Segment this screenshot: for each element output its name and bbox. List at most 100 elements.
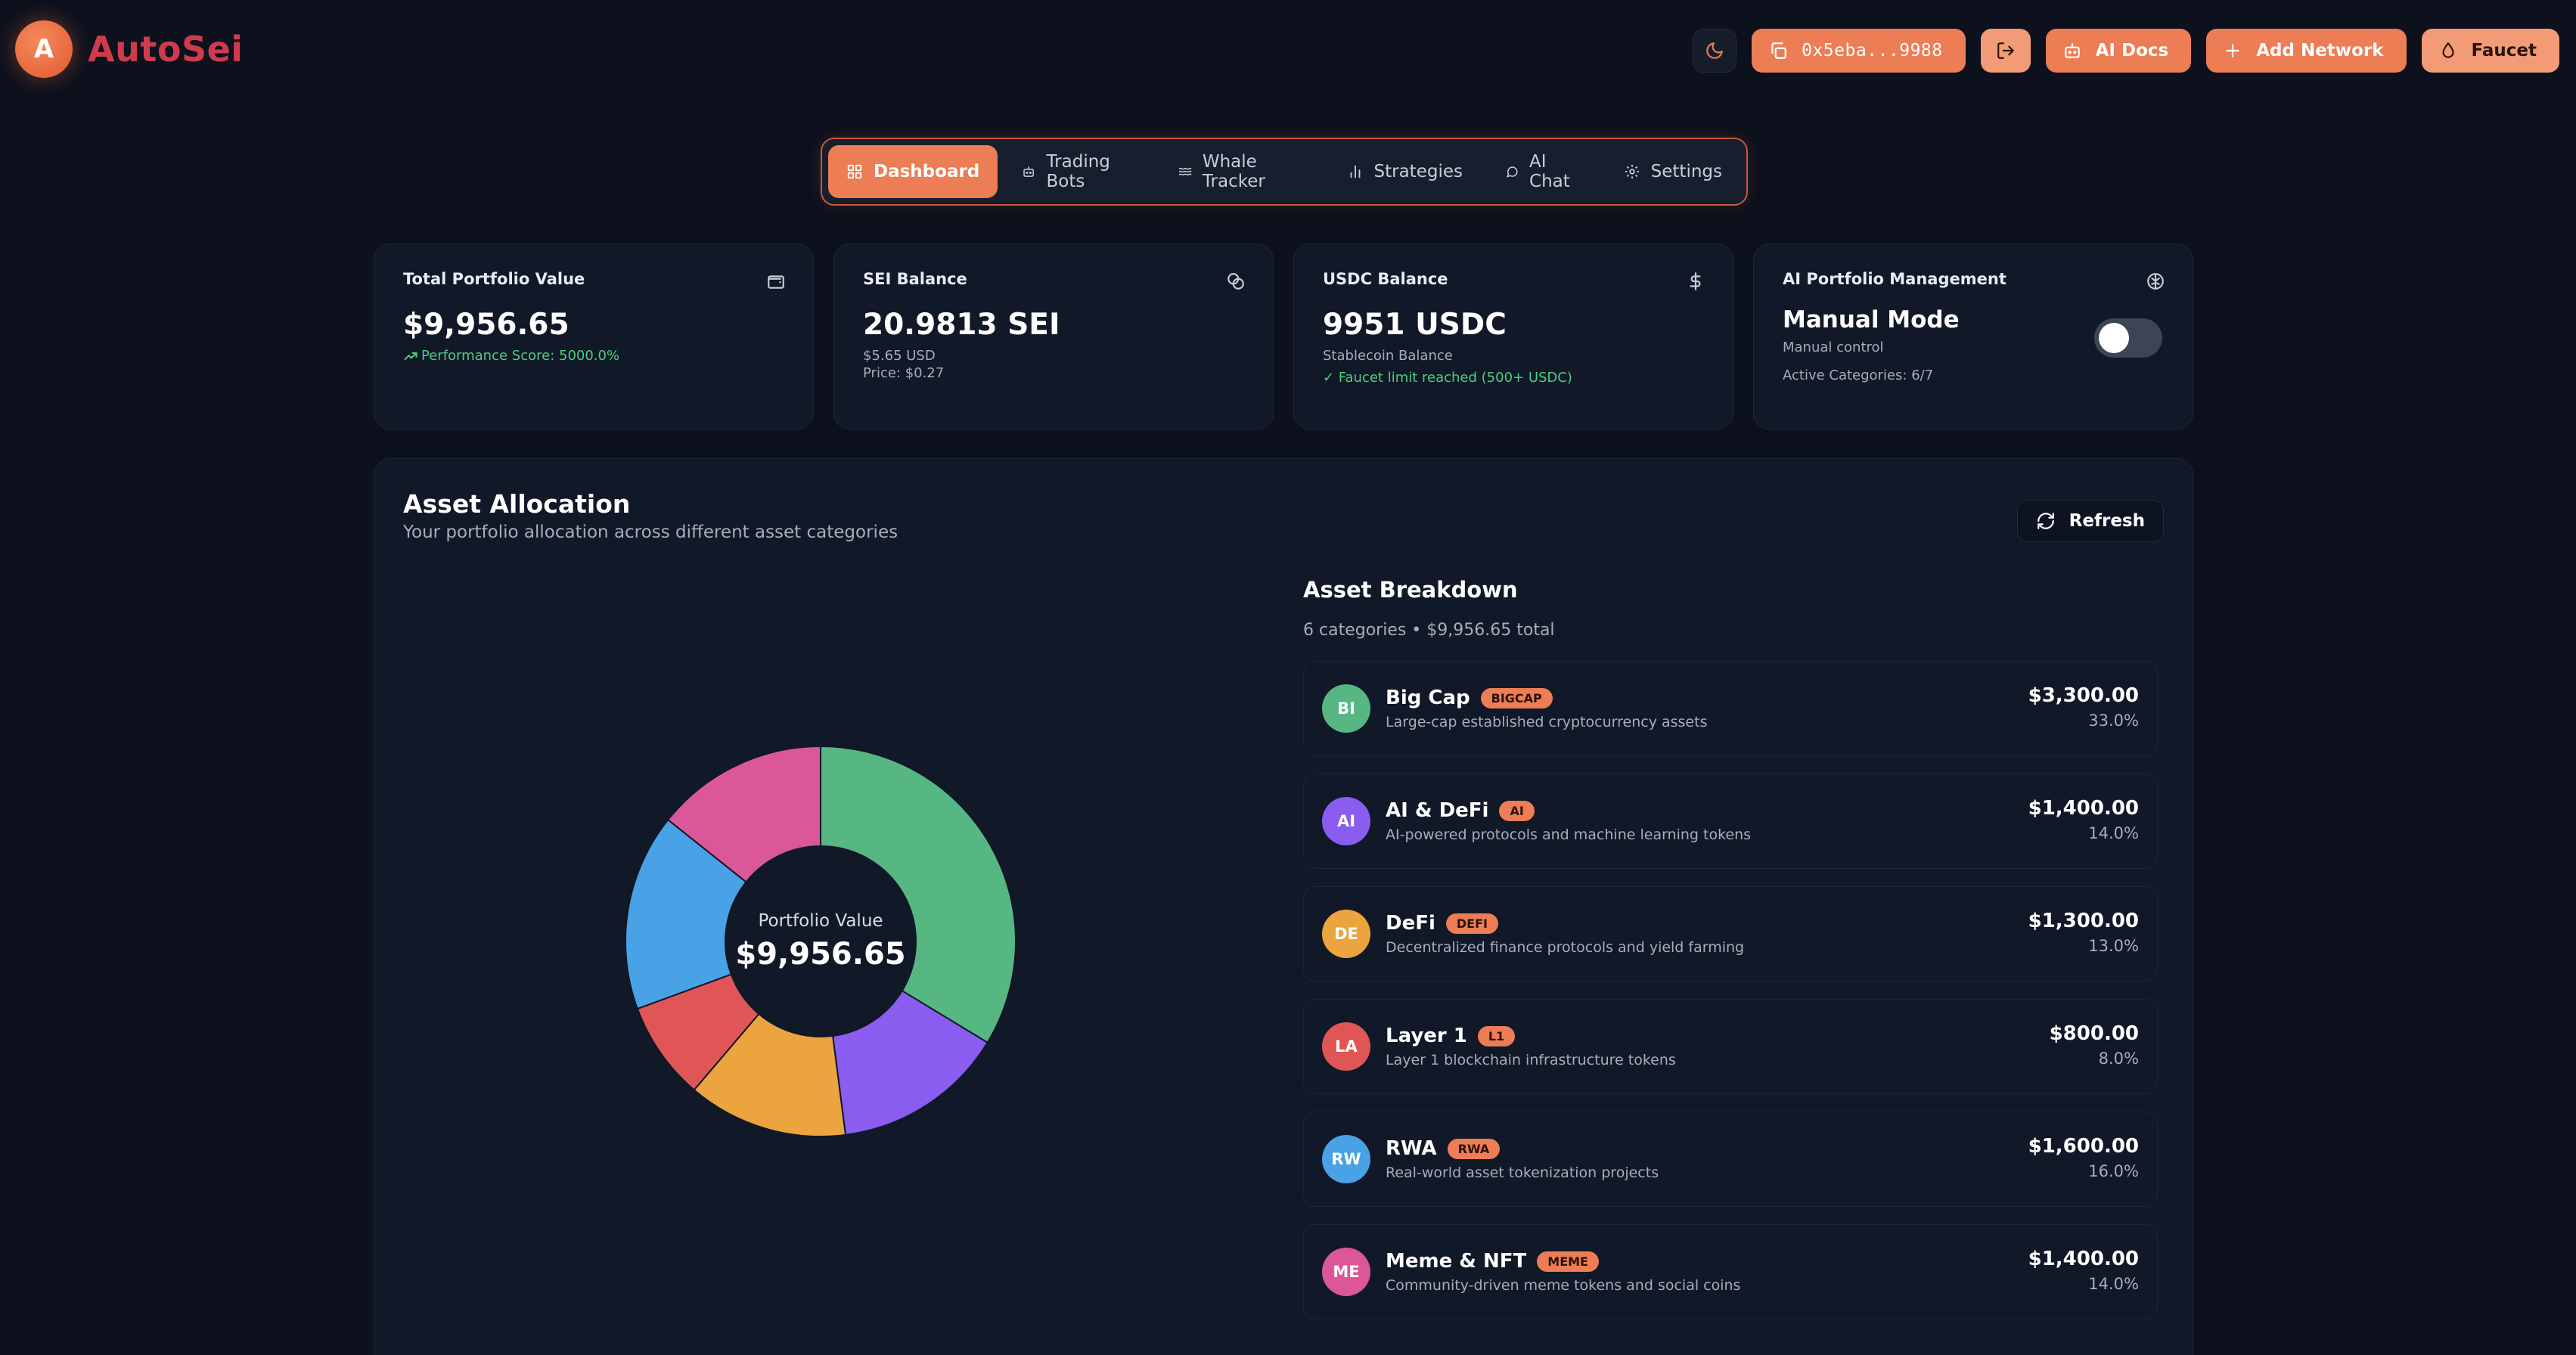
asset-name: Big Cap [1386,687,1470,709]
tab-strategies[interactable]: Strategies [1329,145,1481,198]
dollar-icon [1690,272,1701,290]
sei-balance-card: SEI Balance 20.9813 SEI $5.65 USD Price:… [833,243,1274,429]
moon-icon [1706,42,1723,59]
bar-chart-icon [1350,165,1360,178]
donut-svg [625,745,1016,1137]
sei-usd: $5.65 USD [863,348,936,364]
donut-slice-ai-defi[interactable] [831,989,989,1136]
asset-badge: L1 [1477,1025,1516,1046]
asset-name-row: Layer 1 L1 [1386,1025,1676,1047]
tab-label: Dashboard [874,162,980,181]
asset-name-row: Meme & NFT MEME [1386,1250,1740,1273]
asset-description: Layer 1 blockchain infrastructure tokens [1386,1052,1676,1068]
asset-value: $3,300.00 [2028,684,2139,707]
asset-row-rwa[interactable]: RW RWA RWA Real-world asset tokenization… [1303,1112,2158,1207]
asset-amounts: $800.00 8.0% [2050,1022,2139,1068]
grid-icon [847,164,862,179]
asset-list: BI Big Cap BIGCAP Large-cap established … [1303,661,2158,1319]
asset-avatar: AI [1322,797,1370,845]
refresh-button[interactable]: Refresh [2016,500,2164,542]
asset-breakdown: Asset Breakdown 6 categories • $9,956.65… [1303,577,2158,1319]
ai-management-card: AI Portfolio Management Manual Mode Manu… [1753,243,2193,429]
asset-row-big-cap[interactable]: BI Big Cap BIGCAP Large-cap established … [1303,661,2158,756]
tab-trading-bots[interactable]: Trading Bots [1004,145,1153,198]
asset-info: DeFi DEFI Decentralized finance protocol… [1386,912,1744,956]
ai-mode-toggle[interactable] [2094,318,2162,358]
plus-icon [2226,44,2239,57]
refresh-label: Refresh [2069,511,2145,531]
waves-icon [1178,167,1192,175]
asset-badge: BIGCAP [1480,687,1553,709]
toggle-knob [2099,323,2129,353]
asset-info: RWA RWA Real-world asset tokenization pr… [1386,1137,1659,1181]
asset-name: RWA [1386,1137,1437,1160]
tab-dashboard[interactable]: Dashboard [828,145,998,198]
tab-label: AI Chat [1529,152,1570,191]
asset-row-defi[interactable]: DE DeFi DEFI Decentralized finance proto… [1303,886,2158,981]
card-title: SEI Balance [863,270,967,288]
tab-label: Trading Bots [1046,152,1110,191]
asset-value: $1,400.00 [2028,797,2139,820]
asset-amounts: $1,600.00 16.0% [2028,1135,2139,1180]
asset-amounts: $1,400.00 14.0% [2028,797,2139,842]
chat-icon [1507,166,1518,178]
asset-row-meme-nft[interactable]: ME Meme & NFT MEME Community-driven meme… [1303,1224,2158,1319]
donut-slice-defi[interactable] [693,1012,847,1137]
tab-label: Whale Tracker [1202,152,1265,191]
logout-icon [1997,42,2014,59]
asset-amounts: $1,300.00 13.0% [2028,910,2139,955]
copy-icon [1771,42,1786,59]
asset-percent: 13.0% [2088,937,2139,955]
tab-label: Strategies [1373,162,1463,181]
droplet-icon [2441,42,2454,58]
donut-slice-big-cap[interactable] [820,745,1016,1044]
tab-ai-chat[interactable]: AI Chat [1487,145,1600,198]
asset-value: $1,400.00 [2028,1248,2139,1270]
asset-name-row: RWA RWA [1386,1137,1659,1160]
asset-info: Meme & NFT MEME Community-driven meme to… [1386,1250,1740,1294]
asset-avatar: BI [1322,684,1370,733]
ai-docs-label: AI Docs [2095,41,2169,60]
sei-price: Price: $0.27 [863,365,945,381]
brand-logo: A [15,20,73,78]
donut-slice-rwa[interactable] [625,818,747,1010]
asset-description: Large-cap established cryptocurrency ass… [1386,714,1708,730]
donut-center-value: $9,956.65 [735,937,906,972]
disconnect-button[interactable] [1980,29,2031,73]
asset-description: Real-world asset tokenization projects [1386,1164,1659,1181]
asset-description: AI-powered protocols and machine learnin… [1386,826,1752,843]
asset-amounts: $1,400.00 14.0% [2028,1248,2139,1293]
asset-avatar: ME [1322,1248,1370,1296]
active-categories: Active Categories: 6/7 [1783,367,1934,383]
asset-value: $800.00 [2049,1022,2139,1045]
brand-name: AutoSei [88,29,244,70]
asset-avatar: LA [1322,1022,1370,1071]
brand[interactable]: A AutoSei [15,20,244,78]
wallet-address: 0x5eba...9988 [1802,41,1943,60]
donut-center: Portfolio Value $9,956.65 [616,737,1025,1146]
breakdown-subtitle: 6 categories • $9,956.65 total [1303,621,1555,640]
brain-icon [2147,273,2164,290]
tab-settings[interactable]: Settings [1606,145,1740,198]
wallet-address-button[interactable]: 0x5eba...9988 [1752,29,1966,73]
asset-avatar: DE [1322,910,1370,958]
asset-name: DeFi [1386,912,1435,935]
asset-badge: AI [1499,800,1535,821]
breakdown-title: Asset Breakdown [1303,577,1518,603]
asset-row-layer-1[interactable]: LA Layer 1 L1 Layer 1 blockchain infrast… [1303,999,2158,1094]
theme-toggle-button[interactable] [1693,29,1737,73]
asset-badge: MEME [1537,1251,1599,1272]
asset-avatar: RW [1322,1135,1370,1183]
asset-percent: 33.0% [2088,712,2139,730]
asset-name: Meme & NFT [1386,1250,1527,1273]
bot-icon [2064,43,2080,58]
card-title: AI Portfolio Management [1783,270,2006,288]
add-network-button[interactable]: Add Network [2206,29,2407,73]
main-nav: Dashboard Trading Bots Whale Tracker Str… [821,138,1748,206]
ai-docs-button[interactable]: AI Docs [2045,29,2192,73]
asset-row-ai-defi[interactable]: AI AI & DeFi AI AI-powered protocols and… [1303,774,2158,869]
tab-whale-tracker[interactable]: Whale Tracker [1160,145,1323,198]
asset-name: AI & DeFi [1386,799,1489,822]
faucet-button[interactable]: Faucet [2421,29,2559,73]
donut-slice-meme-nft[interactable] [666,745,821,883]
